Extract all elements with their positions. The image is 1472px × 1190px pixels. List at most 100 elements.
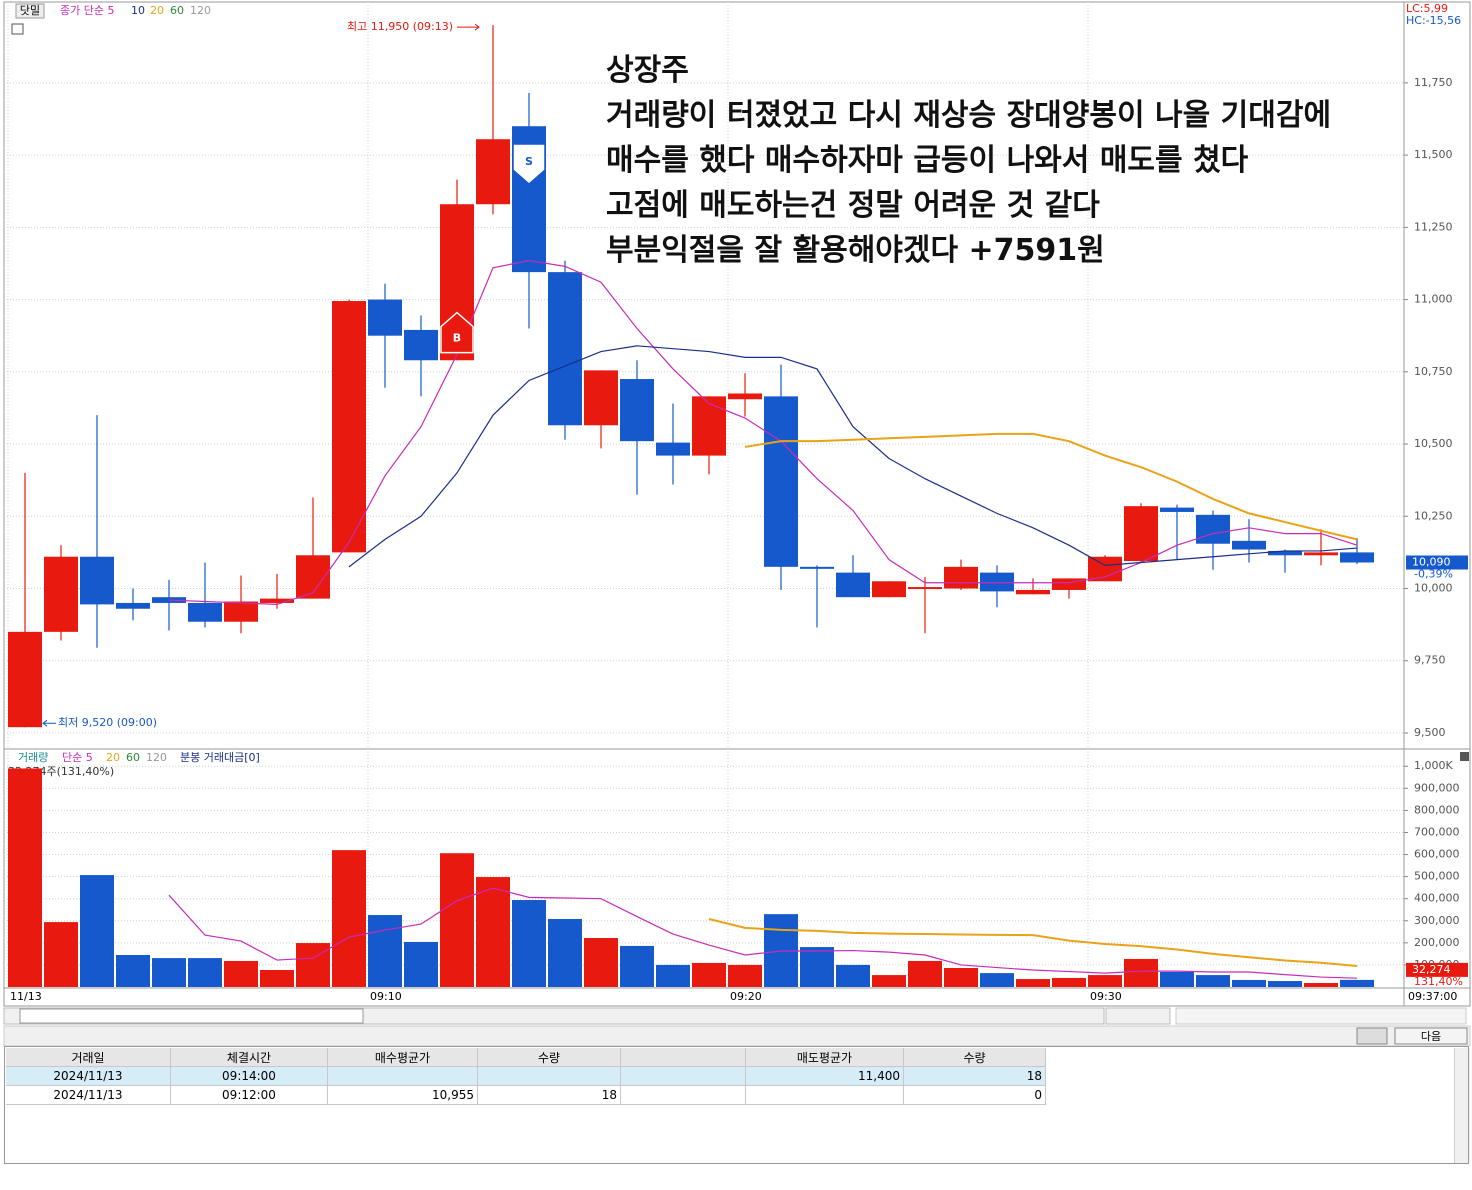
- y-tick-label: 700,000: [1414, 825, 1460, 838]
- current-volume-box: [1406, 962, 1468, 977]
- y-tick-label: 10,500: [1414, 437, 1453, 450]
- ma-period: 20: [150, 4, 164, 17]
- volume-bar: [728, 964, 762, 987]
- row[interactable]: 2024/11/13 09:14:00 11,400 18: [6, 1066, 1046, 1086]
- cell: [620, 1066, 746, 1086]
- candle-body: [1268, 550, 1302, 556]
- cell: 0: [903, 1085, 1046, 1105]
- volume-bar: [512, 900, 546, 987]
- ma-label: 종가 단순 5: [60, 4, 114, 17]
- cell: 09:14:00: [170, 1066, 328, 1086]
- candle-body: [1052, 578, 1086, 590]
- x-tick-label: 11/13: [10, 990, 42, 1003]
- y-tick-label: 600,000: [1414, 848, 1460, 861]
- vol-legend: 거래량: [18, 751, 48, 764]
- candle-body: [1232, 540, 1266, 550]
- volume-bar: [836, 964, 870, 987]
- y-tick-label: 10,750: [1414, 365, 1453, 378]
- volume-bar: [332, 850, 366, 987]
- volume-bar: [440, 853, 474, 987]
- vol-legend: 20: [106, 751, 120, 764]
- vol-legend: 단순 5: [62, 751, 93, 764]
- high-arrow: [457, 23, 480, 31]
- volume-bar: [1196, 975, 1230, 987]
- volume-bar: [548, 919, 582, 987]
- y-tick-label: 800,000: [1414, 803, 1460, 816]
- y-tick-label: 10,000: [1414, 582, 1453, 595]
- current-price: 10,090: [1412, 556, 1451, 569]
- cell: 11,400: [745, 1066, 904, 1086]
- trade-marker: [440, 311, 474, 354]
- volume-bar: [584, 937, 618, 987]
- cell: [327, 1066, 478, 1086]
- current-price-box: [1406, 555, 1468, 570]
- candle-body: [1160, 507, 1194, 512]
- x-tick-label: 09:30: [1090, 990, 1122, 1003]
- ma-period: 120: [190, 4, 211, 17]
- row[interactable]: 2024/11/13 09:12:00 10,955 18 0: [6, 1085, 1046, 1105]
- volume-bar: [368, 915, 402, 987]
- toolbar-button-label[interactable]: 닷밀: [20, 4, 40, 17]
- scroll-thumb[interactable]: [19, 1008, 364, 1024]
- candle-body: [872, 581, 906, 598]
- candle-body: [620, 379, 654, 442]
- ma-line: [744, 432, 1358, 541]
- volume-bar: [260, 970, 294, 987]
- candle-body: [908, 587, 942, 590]
- volume-bar: [980, 973, 1014, 987]
- current-volume-ratio: 131,40%: [1414, 975, 1463, 988]
- candle-body: [8, 631, 42, 728]
- settings-button[interactable]: [1356, 1027, 1388, 1045]
- ma-period: 10: [131, 4, 145, 17]
- volume-bar: [80, 875, 114, 987]
- candle-body: [1340, 552, 1374, 563]
- candle-body: [548, 272, 582, 426]
- candle-body: [1304, 552, 1338, 556]
- low-arrow: [42, 719, 56, 727]
- header-cell: 매도평균가: [745, 1048, 904, 1067]
- scrollbar[interactable]: [3, 1007, 1467, 1025]
- header-cell: 거래일: [6, 1048, 171, 1067]
- volume-bar: [1052, 977, 1086, 987]
- candle-body: [188, 602, 222, 622]
- ma-period: 60: [170, 4, 184, 17]
- cell: 18: [903, 1066, 1046, 1086]
- candle-body: [1088, 556, 1122, 582]
- volume-bar: [188, 958, 222, 987]
- volume-bar: [800, 947, 834, 987]
- trade-marker: [512, 143, 546, 186]
- cell: 18: [477, 1085, 621, 1105]
- volume-bar: [476, 877, 510, 987]
- table-scrollbar[interactable]: [1454, 1048, 1470, 1163]
- volume-bar: [1124, 958, 1158, 987]
- header-cell: 매수평균가: [327, 1048, 478, 1067]
- candle-body: [692, 396, 726, 456]
- high-label: 최고 11,950 (09:13): [347, 20, 453, 33]
- volume-bar: [44, 922, 78, 987]
- frame: [3, 1, 1471, 1007]
- candle-body: [404, 329, 438, 361]
- toolbar-button[interactable]: [15, 3, 45, 19]
- tool-icons[interactable]: [1175, 1007, 1467, 1025]
- grid-icon[interactable]: [11, 23, 24, 35]
- cell: [477, 1066, 621, 1086]
- volume-bar: [224, 960, 258, 987]
- ma-line: [708, 918, 1358, 968]
- volume-bar: [908, 960, 942, 987]
- next-button[interactable]: [1394, 1027, 1468, 1045]
- annotation-line: 부분익절을 잘 활용해야겠다 +7591원: [606, 233, 1105, 268]
- candle-body: [1124, 506, 1158, 562]
- annotation-line: 거래량이 터졌었고 다시 재상승 장대양봉이 나올 기대감에: [606, 98, 1331, 133]
- volume-bar: [1304, 983, 1338, 987]
- trade-marker-label: B: [453, 332, 461, 345]
- playback-controls[interactable]: [1105, 1007, 1171, 1025]
- candle-body: [116, 602, 150, 609]
- candle-body: [368, 299, 402, 336]
- volume-bar: [8, 768, 42, 987]
- next-button-label[interactable]: 다음: [1421, 1030, 1441, 1043]
- ma-line: [168, 887, 1358, 979]
- candle-body: [656, 442, 690, 456]
- vol-legend: 분봉 거래대금[0]: [180, 751, 260, 764]
- close-icon[interactable]: [1460, 752, 1469, 761]
- volume-bar: [692, 962, 726, 987]
